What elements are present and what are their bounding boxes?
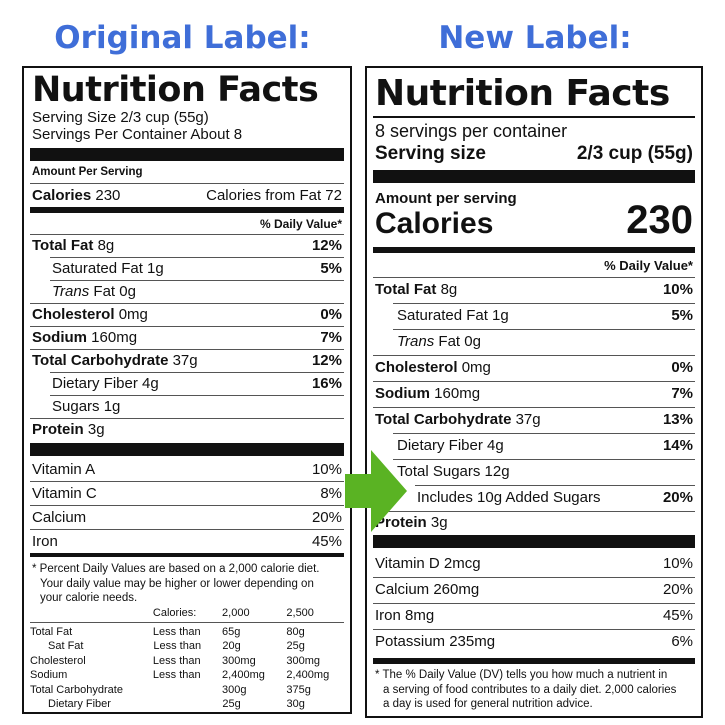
new-row-total-sugars: Total Sugars 12g — [397, 463, 510, 480]
new-row-protein: Protein 3g — [375, 514, 448, 531]
new-row-vitamin-d: Vitamin D 2mcg 10% — [375, 555, 693, 572]
original-row-vitamin-a: Vitamin A 10% — [32, 461, 342, 478]
new-row-sat-fat: Saturated Fat 1g 5% — [397, 307, 693, 324]
new-servings-per-container: 8 servings per container — [375, 121, 568, 141]
new-amount-per-serving: Amount per serving — [375, 190, 517, 207]
original-row-protein: Protein 3g — [32, 421, 105, 438]
original-nutrition-label: Nutrition Facts Serving Size 2/3 cup (55… — [22, 66, 352, 714]
original-footnote-table: Calories: 2,000 2,500 Total Fat Less than 65… — [30, 606, 344, 712]
original-row-trans-fat: Trans Fat 0g — [52, 283, 136, 300]
new-calories: Calories 230 — [375, 198, 693, 242]
new-row-added-sugars: Includes 10g Added Sugars 20% — [417, 489, 693, 506]
new-nutrition-label: Nutrition Facts 8 servings per container… — [365, 66, 703, 718]
new-row-fiber: Dietary Fiber 4g 14% — [397, 437, 693, 454]
new-row-total-fat: Total Fat 8g 10% — [375, 281, 693, 298]
original-row-calcium: Calcium 20% — [32, 509, 342, 526]
new-row-potassium: Potassium 235mg 6% — [375, 633, 693, 650]
original-serving-size: Serving Size 2/3 cup (55g) — [32, 109, 209, 126]
new-row-iron: Iron 8mg 45% — [375, 607, 693, 624]
original-footnote: * Percent Daily Values are based on a 2,… — [32, 563, 320, 604]
original-row-cholesterol: Cholesterol 0mg 0% — [32, 306, 342, 323]
original-calories-from-fat: Calories from Fat 72 — [206, 187, 342, 204]
new-row-trans-fat: Trans Fat 0g — [397, 333, 481, 350]
original-calories: Calories 230 — [32, 187, 121, 204]
original-row-fiber: Dietary Fiber 4g 16% — [52, 375, 342, 392]
original-thick-divider — [30, 148, 344, 161]
original-amount-per-serving: Amount Per Serving — [32, 166, 143, 178]
original-title: Nutrition Facts — [32, 70, 319, 110]
new-title: Nutrition Facts — [375, 73, 670, 114]
original-dv-header: % Daily Value* — [259, 217, 342, 231]
original-row-total-fat: Total Fat 8g 12% — [32, 237, 342, 254]
new-row-total-carb: Total Carbohydrate 37g 13% — [375, 411, 693, 428]
original-row-sugars: Sugars 1g — [52, 398, 121, 415]
original-row-total-carb: Total Carbohydrate 37g 12% — [32, 352, 342, 369]
green-arrow-icon — [345, 450, 407, 532]
original-row-sodium: Sodium 160mg 7% — [32, 329, 342, 346]
new-row-cholesterol: Cholesterol 0mg 0% — [375, 359, 693, 376]
original-row-vitamin-c: Vitamin C 8% — [32, 485, 342, 502]
new-dv-header: % Daily Value* — [604, 258, 693, 273]
original-label-heading: Original Label: — [54, 20, 311, 56]
original-row-sat-fat: Saturated Fat 1g 5% — [52, 260, 342, 277]
new-row-sodium: Sodium 160mg 7% — [375, 385, 693, 402]
original-row-iron: Iron 45% — [32, 533, 342, 550]
original-servings-per-container: Servings Per Container About 8 — [32, 126, 243, 143]
new-footnote: * The % Daily Value (DV) tells you how m… — [375, 669, 677, 710]
new-row-calcium: Calcium 260mg 20% — [375, 581, 693, 598]
new-label-heading: New Label: — [438, 20, 632, 56]
new-serving-size: Serving size 2/3 cup (55g) — [375, 143, 693, 164]
